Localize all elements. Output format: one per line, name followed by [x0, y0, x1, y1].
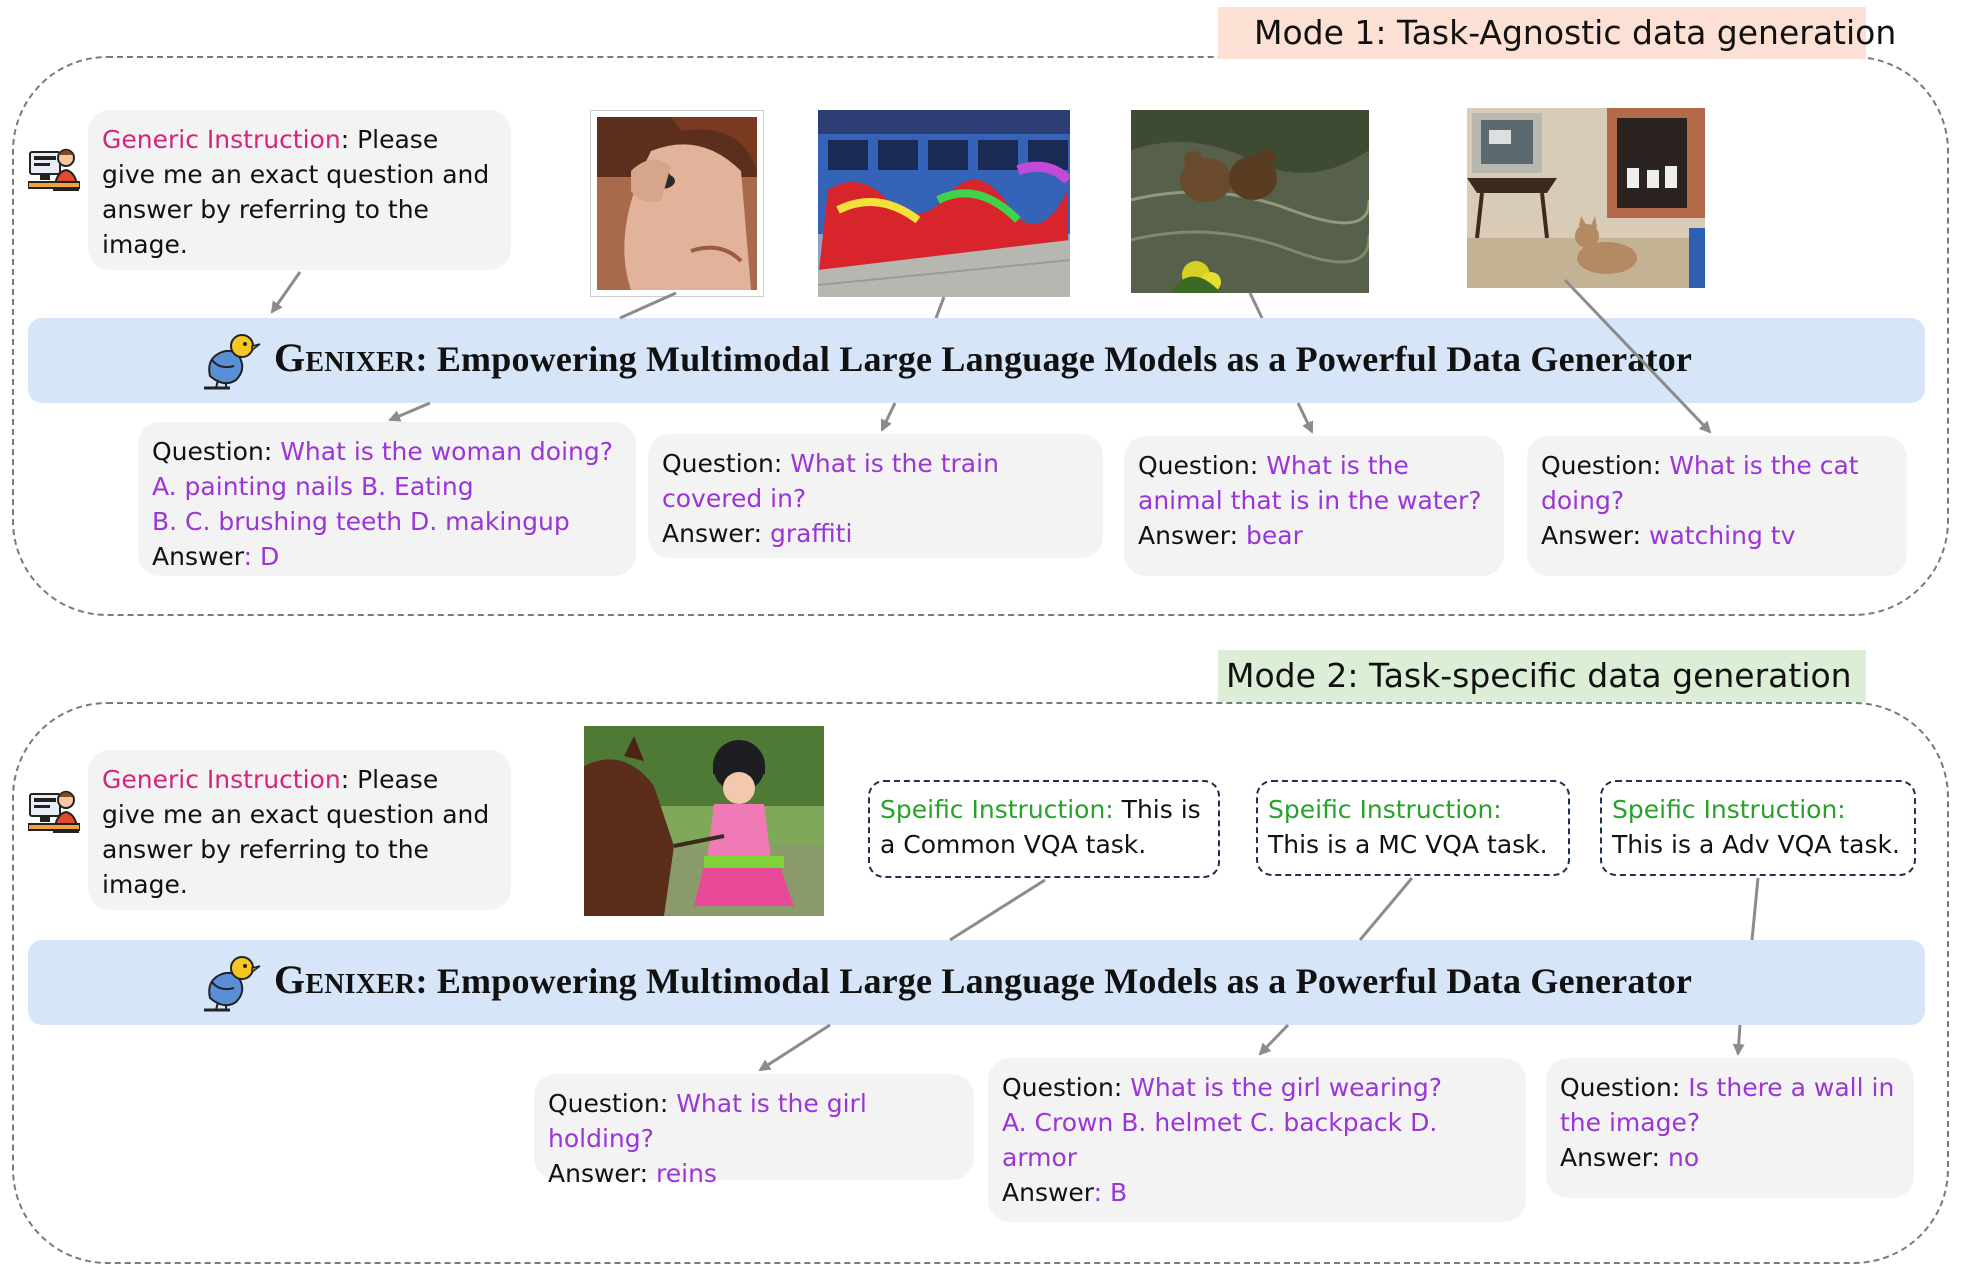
mode1-banner-title: Genixer: Empowering Multimodal Large Lan… [274, 334, 1692, 381]
genixer-brand: Genixer [274, 335, 416, 380]
question-label: Question [1541, 451, 1653, 480]
mode1-container [12, 56, 1949, 616]
question-label: Question [1560, 1073, 1672, 1102]
mode2-banner-title: Genixer: Empowering Multimodal Large Lan… [274, 956, 1692, 1003]
user-at-computer-icon [27, 784, 81, 836]
instruction-sep: : [340, 125, 358, 154]
answer-sep: : [1093, 1178, 1111, 1207]
mode1-qa-3: Question: What is the animal that is in … [1124, 436, 1504, 576]
answer-text: no [1668, 1143, 1700, 1172]
question-label: Question [1138, 451, 1250, 480]
banner-subtitle: : Empowering Multimodal Large Language M… [415, 339, 1693, 379]
specific-instruction-prefix: Speific Instruction: [880, 795, 1114, 824]
banner-subtitle: : Empowering Multimodal Large Language M… [415, 961, 1693, 1001]
question-sep: : [263, 437, 281, 466]
specific-instruction-text: This is a MC VQA task. [1268, 830, 1548, 859]
mode1-generic-instruction: Generic Instruction: Please give me an e… [88, 110, 511, 270]
answer-label: Answer [152, 542, 244, 571]
answer-label: Answer [1138, 521, 1230, 550]
answer-sep [1641, 521, 1649, 550]
answer-sep: : [1651, 1143, 1669, 1172]
question-label: Question [152, 437, 264, 466]
answer-label: Answer [1560, 1143, 1652, 1172]
mode1-qa-4: Question: What is the cat doing? Answer:… [1527, 436, 1907, 576]
generic-instruction-prefix: Generic Instruction [102, 125, 341, 154]
question-label: Question [548, 1089, 660, 1118]
bird-logo-icon [200, 952, 262, 1014]
generic-instruction-prefix: Generic Instruction [102, 765, 341, 794]
question-sep: : [773, 449, 791, 478]
question-text: What is the train covered in? [662, 449, 999, 513]
answer-label: Answer [662, 519, 754, 548]
question-text: What is the woman doing? [280, 437, 614, 466]
answer-text: B [1110, 1178, 1128, 1207]
mode2-container [12, 702, 1949, 1264]
photo-woman-makeup [590, 110, 764, 297]
answer-sep: : [1229, 521, 1247, 550]
question-text: What is the girl holding? [548, 1089, 867, 1153]
generic-instruction-text: Please give me an exact question and ans… [102, 125, 490, 259]
answer-sep: : [243, 542, 261, 571]
photo-bears-in-water [1131, 110, 1369, 293]
mode2-qa-3: Question: Is there a wall in the image? … [1546, 1058, 1914, 1198]
question-label: Question [662, 449, 774, 478]
specific-instruction-adv: Speific Instruction: This is a Adv VQA t… [1600, 780, 1916, 876]
specific-instruction-text: This is a Adv VQA task. [1612, 830, 1900, 859]
mode2-genixer-banner: Genixer: Empowering Multimodal Large Lan… [28, 940, 1925, 1025]
answer-text: watching tv [1649, 521, 1796, 550]
answer-text: bear [1246, 521, 1303, 550]
specific-instruction-prefix: Speific Instruction: [1268, 795, 1502, 824]
mode1-qa-1: Question: What is the woman doing? A. pa… [138, 422, 636, 576]
answer-sep: : [753, 519, 771, 548]
question-sep: : [659, 1089, 677, 1118]
question-sep: : [1671, 1073, 1689, 1102]
question-text: What is the cat doing? [1541, 451, 1859, 515]
question-sep: : [1652, 451, 1670, 480]
answer-text: graffiti [770, 519, 853, 548]
option-line: B. C. brushing teeth D. makingup [152, 507, 570, 536]
answer-sep: : [639, 1159, 657, 1188]
mode1-label: Mode 1: Task-Agnostic data generation [1218, 7, 1896, 59]
specific-instruction-text: This is a Common VQA task. [880, 795, 1201, 859]
answer-label: Answer: [1541, 521, 1642, 550]
photo-girl-on-horse [584, 726, 824, 916]
mode1-genixer-banner: Genixer: Empowering Multimodal Large Lan… [28, 318, 1925, 403]
photo-graffiti-train [818, 110, 1070, 297]
answer-label: Answer [548, 1159, 640, 1188]
question-label: Question [1002, 1073, 1114, 1102]
mode1-qa-2: Question: What is the train covered in? … [648, 434, 1103, 558]
photo-cat-watching-tv [1467, 108, 1705, 288]
mode2-generic-instruction: Generic Instruction: Please give me an e… [88, 750, 511, 910]
specific-instruction-mc: Speific Instruction: This is a MC VQA ta… [1256, 780, 1570, 876]
answer-text: D [260, 542, 280, 571]
specific-instruction-common: Speific Instruction: This is a Common VQ… [868, 780, 1220, 878]
instruction-sep: : [340, 765, 358, 794]
question-text: What is the girl wearing? [1130, 1073, 1443, 1102]
question-text: Is there a wall in the image? [1560, 1073, 1895, 1137]
question-sep: : [1249, 451, 1267, 480]
question-sep: : [1113, 1073, 1131, 1102]
specific-instruction-prefix: Speific Instruction: [1612, 795, 1846, 824]
answer-text: reins [656, 1159, 717, 1188]
genixer-brand: Genixer [274, 957, 416, 1002]
mode2-qa-1: Question: What is the girl holding? Answ… [534, 1074, 974, 1188]
mode2-label: Mode 2: Task-specific data generation [1218, 650, 1866, 702]
question-text: What is the animal that is in the water? [1138, 451, 1482, 515]
bird-logo-icon [200, 330, 262, 392]
option-line: A. painting nails B. Eating [152, 472, 474, 501]
option-line: A. Crown B. helmet C. backpack D. armor [1002, 1108, 1438, 1172]
mode2-qa-2: Question: What is the girl wearing? A. C… [988, 1058, 1526, 1222]
user-at-computer-icon [27, 142, 81, 194]
answer-label: Answer [1002, 1178, 1094, 1207]
generic-instruction-text: Please give me an exact question and ans… [102, 765, 490, 899]
